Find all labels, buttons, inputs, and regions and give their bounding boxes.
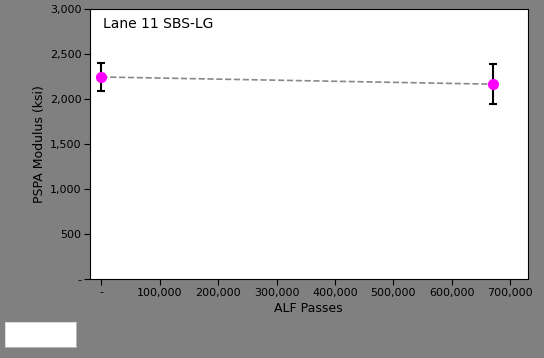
Text: Lane 11 SBS-LG: Lane 11 SBS-LG <box>103 17 213 31</box>
Y-axis label: PSPA Modulus (ksi): PSPA Modulus (ksi) <box>33 85 46 203</box>
X-axis label: ALF Passes: ALF Passes <box>274 302 343 315</box>
